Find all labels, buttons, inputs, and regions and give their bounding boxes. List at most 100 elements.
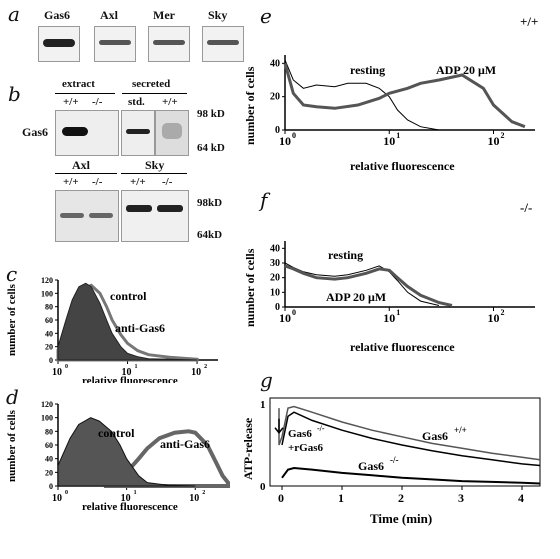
g-ylabel: ATP-release xyxy=(241,417,255,480)
f-x-tick-exp: 2 xyxy=(501,308,505,317)
c-y-tick-label: 120 xyxy=(41,276,53,285)
e-x-tick-exp: 0 xyxy=(292,131,296,140)
f-adp-label: ADP 20 μM xyxy=(326,290,386,304)
c-x-tick-label: 10 xyxy=(122,367,132,378)
d-x-tick-exp: 2 xyxy=(202,490,205,496)
sky-label: Sky xyxy=(145,158,165,172)
g-series-rescue xyxy=(281,411,541,467)
blot-label-sky: Sky xyxy=(208,8,228,22)
e-series-resting xyxy=(284,59,440,131)
f-x-tick-exp: 0 xyxy=(292,308,296,317)
d-ylabel: number of cells xyxy=(6,409,18,482)
blot-secreted-std xyxy=(121,110,155,156)
panel-g-label: g xyxy=(260,368,273,392)
axl-ko: -/- xyxy=(92,176,103,188)
blot-label-mer: Mer xyxy=(153,8,175,22)
d-y-tick-label: 80 xyxy=(45,427,53,436)
c-anti-label: anti-Gas6 xyxy=(115,321,165,335)
blot-axl xyxy=(94,26,136,62)
d-x-tick-exp: 0 xyxy=(65,490,68,496)
c-x-tick-label: 10 xyxy=(191,367,201,378)
chart-d: 10 0 10 1 10 2020406080100120controlanti-Gas6… xyxy=(6,400,230,510)
d-y-tick-label: 120 xyxy=(41,400,53,409)
f-x-tick-label: 10 xyxy=(383,311,395,325)
d-x-tick-exp: 1 xyxy=(134,490,137,496)
g-xlabel: Time (min) xyxy=(370,511,432,526)
g-x-tick-label: 3 xyxy=(458,491,464,505)
c-x-tick-label: 10 xyxy=(52,367,62,378)
blot-sky xyxy=(202,26,244,62)
blot-gas6 xyxy=(38,26,80,62)
c-y-tick-label: 20 xyxy=(45,343,53,352)
g-wt-label: Gas6 xyxy=(422,429,448,443)
extract-ko: -/- xyxy=(92,96,103,108)
d-y-tick-label: 60 xyxy=(45,441,53,450)
d-y-tick-label: 100 xyxy=(41,414,53,423)
e-resting-label: resting xyxy=(350,63,385,77)
e-y-tick-label: 40 xyxy=(270,58,280,69)
g-x-tick-label: 1 xyxy=(338,491,344,505)
secreted-std: std. xyxy=(128,96,145,108)
chart-c: 10 0 10 1 10 2020406080100120controlanti-Gas6… xyxy=(6,276,218,383)
d-y-tick-label: 40 xyxy=(45,455,53,464)
mw-64: 64 kD xyxy=(197,142,225,154)
g-rescue-label1-sup: -/- xyxy=(317,424,325,433)
e-x-tick-label: 10 xyxy=(488,134,500,148)
c-y-tick-label: 40 xyxy=(45,329,53,338)
axl-wt: +/+ xyxy=(63,176,79,188)
d-x-tick-label: 10 xyxy=(121,493,131,504)
d-anti-label: anti-Gas6 xyxy=(160,437,210,451)
g-rescue-label2: +rGas6 xyxy=(288,442,323,454)
c-control-label: control xyxy=(110,289,147,303)
blot-extract xyxy=(55,110,119,156)
g-arrow-icon xyxy=(274,418,284,434)
e-x-tick-exp: 1 xyxy=(396,131,400,140)
c-ylabel: number of cells xyxy=(6,283,18,356)
blot-axl-b xyxy=(55,190,119,242)
c-x-tick-exp: 1 xyxy=(135,364,138,370)
d-control-label: control xyxy=(98,426,135,440)
d-xlabel: relative fluorescence xyxy=(82,501,178,510)
d-x-tick-label: 10 xyxy=(189,493,199,504)
panel-d-label: d xyxy=(6,385,19,409)
f-y-tick-label: 10 xyxy=(270,287,280,298)
g-x-tick-label: 0 xyxy=(278,491,284,505)
f-x-tick-label: 10 xyxy=(279,311,291,325)
sky-wt: +/+ xyxy=(130,176,146,188)
g-y-tick-label: 0 xyxy=(260,481,266,493)
secreted-wt: +/+ xyxy=(162,96,178,108)
chart-g: 0 1 2 3 4 0 1 Gas6 -/- +rGas6 Gas6 +/+ Gas6 -/- Time (… xyxy=(241,397,541,526)
c-x-tick-exp: 2 xyxy=(204,364,207,370)
c-x-tick-exp: 0 xyxy=(65,364,68,370)
e-y-tick-label: 0 xyxy=(275,125,280,136)
f-xlabel: relative fluorescence xyxy=(350,340,455,354)
blot-sky-b xyxy=(121,190,189,242)
g-y-tick-label: 1 xyxy=(260,399,266,411)
extract-label: extract xyxy=(62,78,95,90)
axl-label: Axl xyxy=(72,158,90,172)
c-y-tick-label: 0 xyxy=(49,356,53,365)
gas6-row-label: Gas6 xyxy=(22,125,49,139)
mw-98b: 98kD xyxy=(197,197,223,209)
e-ylabel: number of cells xyxy=(243,66,257,145)
f-y-tick-label: 30 xyxy=(270,258,280,269)
g-series-wt xyxy=(278,405,541,461)
d-y-tick-label: 20 xyxy=(45,468,53,477)
blot-mer xyxy=(148,26,190,62)
f-x-tick-label: 10 xyxy=(488,311,500,325)
panel-e-genotype: +/+ xyxy=(520,14,539,29)
mw-64b: 64kD xyxy=(197,229,223,241)
panel-f-genotype: -/- xyxy=(520,200,533,215)
f-y-tick-label: 40 xyxy=(270,243,280,254)
f-y-tick-label: 20 xyxy=(270,273,280,284)
mw-98: 98 kD xyxy=(197,108,225,120)
e-xlabel: relative fluorescence xyxy=(350,159,455,173)
f-x-tick-exp: 1 xyxy=(396,308,400,317)
panel-c-label: c xyxy=(6,262,18,286)
e-y-tick-label: 20 xyxy=(270,92,280,103)
f-resting-label: resting xyxy=(328,248,363,262)
d-y-tick-label: 0 xyxy=(49,482,53,491)
e-x-tick-label: 10 xyxy=(383,134,395,148)
